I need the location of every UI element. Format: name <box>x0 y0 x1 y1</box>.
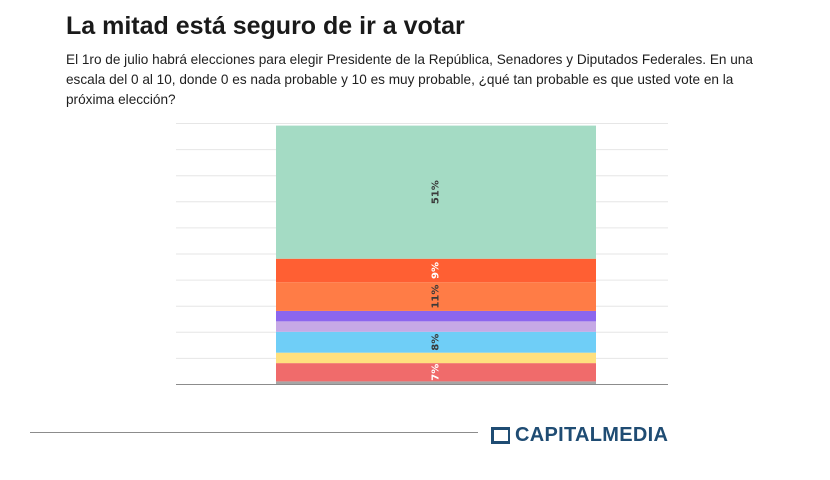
brand-name: CAPITALMEDIA <box>515 424 669 446</box>
chart-subtitle: El 1ro de julio habrá elecciones para el… <box>66 52 753 107</box>
bar-segment <box>276 331 596 353</box>
data-label: 11% <box>431 285 442 309</box>
bar-segment <box>276 125 596 259</box>
bar-segment <box>276 381 596 384</box>
data-label: 51% <box>431 180 442 204</box>
bar-segment <box>276 282 596 311</box>
bar-segment <box>276 352 596 364</box>
footer-divider <box>30 432 478 433</box>
brand-mark-icon <box>491 426 510 444</box>
chart-title: La mitad está seguro de ir a votar <box>66 12 465 40</box>
data-label: 7% <box>431 364 442 381</box>
data-label: 9% <box>431 262 442 279</box>
bar-segment <box>276 321 596 332</box>
bar-segment <box>276 258 596 283</box>
bar-segment <box>276 363 596 382</box>
data-label: 8% <box>431 334 442 351</box>
bar-segment <box>276 310 596 322</box>
brand-logo: CAPITALMEDIA <box>491 424 668 446</box>
